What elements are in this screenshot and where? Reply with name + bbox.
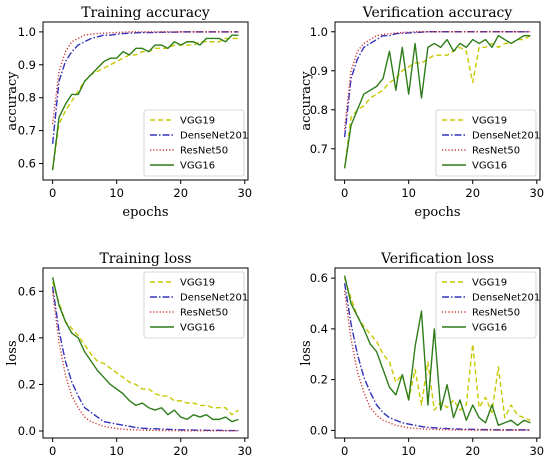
panel-2-series-line-resnet50: [343, 31, 531, 130]
panel-3-y-tick-label: 0.0: [18, 424, 36, 438]
panel-3-legend-label-vgg19: VGG19: [180, 278, 215, 289]
panel-1-x-tick-label: 20: [173, 186, 188, 200]
panel-1-x-tick-label: 0: [49, 186, 56, 200]
panel-1-legend-label-densenet201: DenseNet201: [180, 131, 248, 142]
panel-3-x-tick-label: 20: [173, 444, 188, 457]
panel-4-series-line-vgg19: [343, 277, 531, 421]
panel-2-x-tick-label: 20: [465, 186, 480, 200]
panel-4-legend-label-vgg19: VGG19: [472, 278, 507, 289]
panel-1-legend-label-resnet50: ResNet50: [180, 146, 228, 157]
panel-4-x-tick-label: 10: [401, 444, 416, 457]
panel-1-x-tick-label: 10: [109, 186, 124, 200]
panel-1-y-tick-label: 0.8: [18, 91, 36, 105]
panel-2-x-tick-label: 10: [401, 186, 416, 200]
panel-2-legend-label-resnet50: ResNet50: [472, 146, 520, 157]
panel-1-x-axis-label: epochs: [122, 205, 168, 220]
panel-2-verification-accuracy: Verification accuracy 0 10 20 30 0.7 0.8 0.9 1.0…: [299, 5, 544, 220]
panel-3-title: Training loss: [99, 251, 191, 267]
panel-2-legend-label-densenet201: DenseNet201: [472, 131, 540, 142]
panel-2-title: Verification accuracy: [362, 5, 513, 21]
panel-3-legend: VGG19 DenseNet201 ResNet50 VGG16: [143, 271, 248, 339]
panel-3-x-tick-label: 30: [237, 444, 252, 457]
panel-1-series-line-vgg16: [51, 34, 239, 171]
panel-3-legend-label-vgg16: VGG16: [180, 323, 215, 334]
panel-1-y-tick-label: 0.7: [18, 124, 36, 138]
panel-3-series-line-resnet50: [51, 291, 239, 432]
panel-2-x-tick-label: 0: [341, 186, 348, 200]
panel-4-legend-label-vgg16: VGG16: [472, 323, 507, 334]
panel-1-y-tick-label: 0.9: [18, 58, 36, 72]
panel-2-series-line-vgg16: [343, 34, 531, 169]
panel-4-legend-box: [435, 271, 537, 339]
panel-4-x-tick-label: 20: [465, 444, 480, 457]
panel-3-y-axis-label: loss: [5, 340, 20, 365]
panel-1-axes-frame: [42, 21, 249, 181]
panel-4-x-tick-label: 0: [341, 444, 348, 457]
panel-4-series-line-densenet201: [343, 283, 531, 431]
panel-2-series-line-vgg19: [343, 35, 531, 169]
panel-4-legend: VGG19 DenseNet201 ResNet50 VGG16: [435, 271, 540, 339]
panel-2-y-tick-label: 1.0: [310, 25, 328, 39]
panel-3-y-tick-label: 0.6: [18, 284, 36, 298]
panel-2-legend-label-vgg16: VGG16: [472, 161, 507, 172]
panel-1-title: Training accuracy: [81, 5, 210, 21]
panel-1-legend-label-vgg19: VGG19: [180, 116, 215, 127]
panel-2-y-tick-label: 0.7: [310, 142, 328, 156]
panel-3-x-tick-label: 10: [109, 444, 124, 457]
panel-2-legend-label-vgg19: VGG19: [472, 116, 507, 127]
panel-1-x-tick-label: 30: [237, 186, 252, 200]
panel-1-legend-label-vgg16: VGG16: [180, 161, 215, 172]
panel-1-series-line-resnet50: [51, 31, 239, 125]
panel-4-legend-label-resnet50: ResNet50: [472, 308, 520, 319]
panel-1-y-tick-label: 0.6: [18, 157, 36, 171]
panel-3-x-tick-label: 0: [49, 444, 56, 457]
panel-4-y-tick-label: 0.6: [310, 271, 328, 285]
panel-3-series-line-vgg16: [51, 277, 239, 423]
panel-3-legend-box: [143, 271, 245, 339]
panel-4-y-tick-label: 0.2: [310, 373, 328, 387]
panel-2-y-tick-label: 0.9: [310, 64, 328, 78]
panel-1-legend-box: [143, 109, 245, 177]
panel-1-legend: VGG19 DenseNet201 ResNet50 VGG16: [143, 109, 248, 177]
panel-4-legend-label-densenet201: DenseNet201: [472, 293, 540, 304]
panel-4-y-tick-label: 0.4: [310, 322, 328, 336]
panel-4-title: Verification loss: [380, 251, 494, 267]
panel-1-y-tick-label: 1.0: [18, 25, 36, 39]
panel-2-legend-box: [435, 109, 537, 177]
panel-3-y-tick-label: 0.4: [18, 331, 36, 345]
panel-4-series-line-resnet50: [343, 290, 531, 431]
panel-3-y-tick-label: 0.2: [18, 377, 36, 391]
panel-4-axes-frame: [334, 267, 541, 439]
panel-4-series-line-vgg16: [343, 275, 531, 427]
panel-4-x-tick-label: 30: [529, 444, 544, 457]
panel-3-legend-label-densenet201: DenseNet201: [180, 293, 248, 304]
panel-4-y-axis-label: loss: [299, 340, 314, 365]
panel-4-y-tick-label: 0.0: [310, 423, 328, 437]
panel-2-y-axis-label: accuracy: [299, 71, 314, 131]
panel-2-axes-frame: [334, 21, 541, 181]
panel-2-x-axis-label: epochs: [414, 205, 460, 220]
panel-3-training-loss: Training loss 0 10 20 30 0.0 0.2 0.4 0.6 loss VGG1…: [5, 251, 252, 457]
panel-1-training-accuracy: Training accuracy 0 10 20 30 0.6 0.7 0.8 0.9 1.0 e…: [5, 5, 252, 220]
panel-3-axes-frame: [42, 267, 249, 439]
panel-2-y-tick-label: 0.8: [310, 103, 328, 117]
panel-4-verification-loss: Verification loss 0 10 20 30 0.0 0.2 0.4 0.6 loss…: [299, 251, 544, 457]
panel-2-legend: VGG19 DenseNet201 ResNet50 VGG16: [435, 109, 540, 177]
panel-1-y-axis-label: accuracy: [5, 71, 20, 131]
panel-2-x-tick-label: 30: [529, 186, 544, 200]
panel-3-legend-label-resnet50: ResNet50: [180, 308, 228, 319]
